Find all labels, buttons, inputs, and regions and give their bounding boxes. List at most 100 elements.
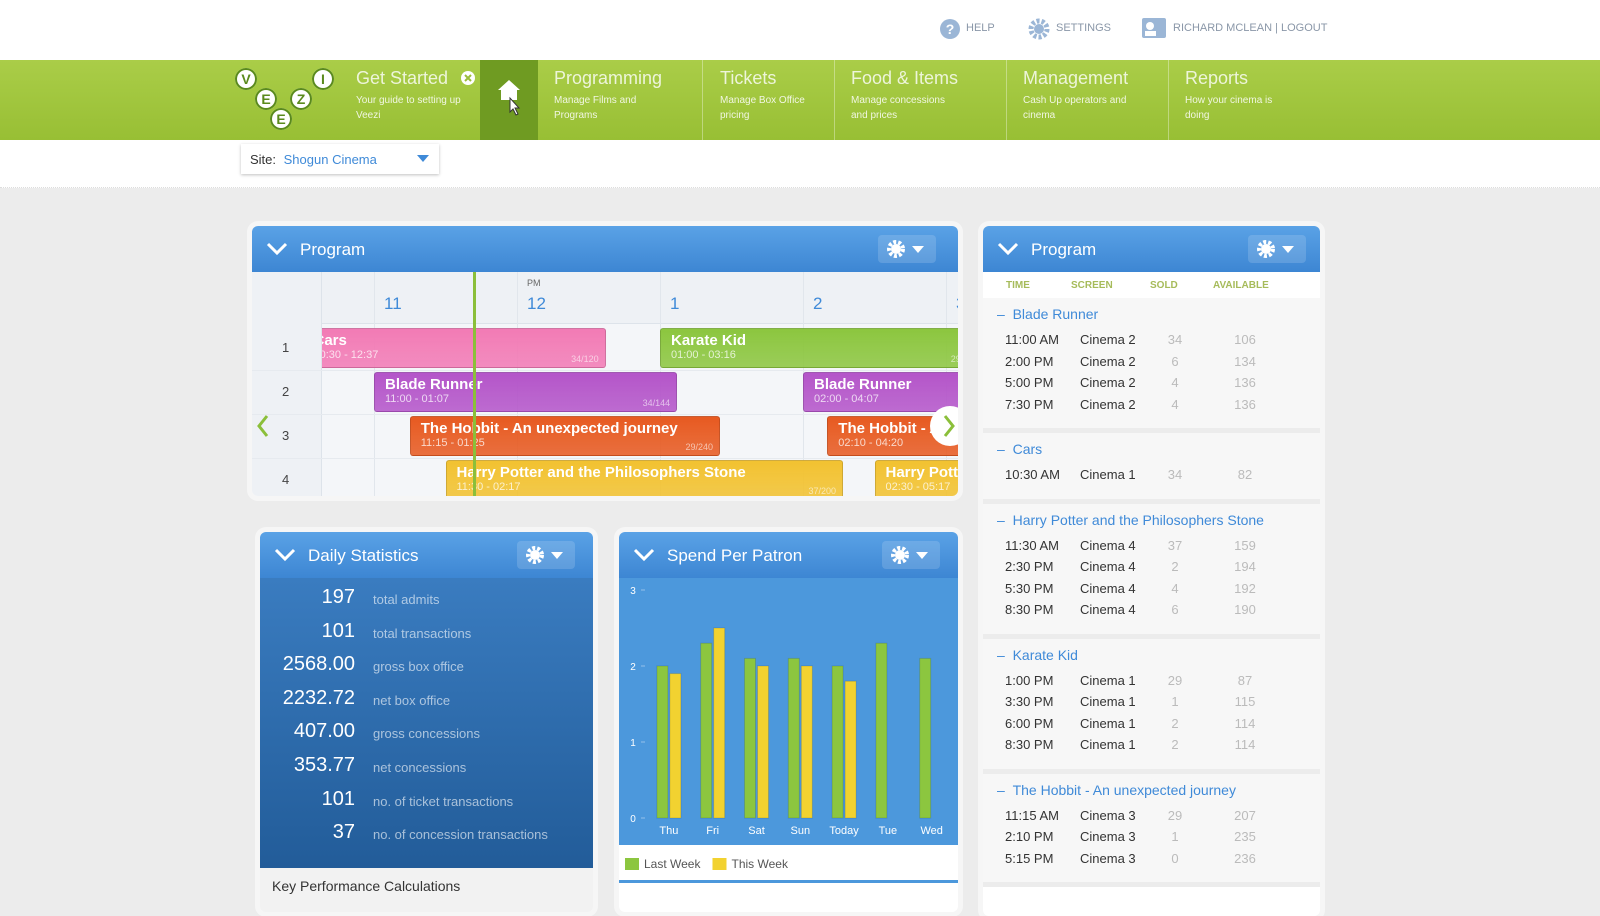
help-icon[interactable]: ? <box>938 17 962 41</box>
program-event[interactable]: Blade Runner 11:00 - 01:07 34/144 <box>374 372 678 412</box>
showing-screen: Cinema 3 <box>1080 850 1136 866</box>
nav-title: Reports <box>1185 68 1249 88</box>
event-title: Harry Potter and the Philosophers Stone <box>456 464 746 481</box>
stat-label: gross concessions <box>373 726 480 742</box>
gear-button[interactable] <box>878 235 936 263</box>
showing-screen: Cinema 1 <box>1080 694 1136 709</box>
film-title: Cars <box>1012 441 1043 457</box>
film-name[interactable]: – Harry Potter and the Philosophers Ston… <box>997 511 1264 528</box>
collapse-button[interactable] <box>274 544 296 566</box>
showing-row: 2:00 PM Cinema 2 6 134 <box>983 354 1320 376</box>
close-get-started[interactable] <box>460 70 476 86</box>
x-tick-label: Tue <box>879 825 898 837</box>
nav-title: Programming <box>554 68 663 88</box>
kpi-heading: Key Performance Calculations <box>272 878 461 894</box>
settings-icon[interactable] <box>1028 18 1050 40</box>
event-time: 10:30 - 12:37 <box>322 349 379 361</box>
hour-label: 2 <box>813 294 823 313</box>
stat-value: 101 <box>321 787 355 810</box>
stat-row: 101 total transactions <box>260 620 593 654</box>
film-name[interactable]: – The Hobbit - An unexpected journey <box>997 781 1236 798</box>
collapse-button[interactable] <box>633 544 655 566</box>
collapse-button[interactable] <box>997 238 1019 260</box>
column-header: TIME <box>1006 280 1030 291</box>
program-event[interactable]: Harry Potter and the Philosophers Stone 1… <box>445 460 844 496</box>
film-name[interactable]: – Blade Runner <box>997 306 1099 322</box>
chart: 0 1 2 3 Thu Fri Sat Sun Today Tue Wed Last Week This… <box>619 578 958 883</box>
row-divider <box>252 414 958 415</box>
settings-link[interactable]: SETTINGS <box>1056 22 1112 34</box>
bar <box>844 680 857 819</box>
showing-screen: Cinema 2 <box>1080 375 1136 390</box>
nav-item[interactable]: Tickets Manage Box Office pricing <box>704 60 835 140</box>
gear-icon <box>891 546 928 564</box>
stat-value: 407.00 <box>293 720 355 743</box>
nav-subtitle: Manage Box Office pricing <box>720 95 805 121</box>
legend-label: Last Week <box>644 857 701 871</box>
showing-available: 106 <box>1234 332 1256 347</box>
showing-sold: 1 <box>1171 829 1179 844</box>
collapse-button[interactable] <box>266 238 288 260</box>
film-group: – Cars 10:30 AM Cinema 1 34 82 <box>983 433 1320 504</box>
gear-button[interactable] <box>517 541 575 569</box>
logo-letter: I <box>312 68 334 90</box>
stat-row: 353.77 net concessions <box>260 754 593 788</box>
nav-item[interactable]: Reports How your cinema is doing <box>1169 60 1309 140</box>
scroll-left[interactable] <box>252 404 278 448</box>
event-title: Karate Kid <box>671 332 747 349</box>
showing-time: 3:30 PM <box>1005 694 1054 709</box>
program-event[interactable]: The Hobbit - An unexpected journey 11:15 … <box>409 416 721 456</box>
film-group: – The Hobbit - An unexpected journey 11:1… <box>983 774 1320 887</box>
site-selector[interactable]: Site: Shogun Cinema <box>241 144 439 174</box>
showing-time: 1:00 PM <box>1005 672 1054 688</box>
showing-sold: 34 <box>1167 467 1183 482</box>
hour-label: 11 <box>384 294 402 313</box>
showing-screen: Cinema 2 <box>1080 353 1136 369</box>
event-title: Blade Runner <box>814 376 912 393</box>
showing-row: 11:30 AM Cinema 4 37 159 <box>983 538 1320 560</box>
program-event[interactable]: Harry Potter and the Philosophers Stone0… <box>874 460 958 496</box>
showing-time: 2:10 PM <box>1005 829 1054 844</box>
site-label: Site: <box>250 152 277 167</box>
showing-row: 5:30 PM Cinema 4 4 192 <box>983 581 1320 603</box>
help-link[interactable]: HELP <box>966 22 995 34</box>
showing-time: 5:00 PM <box>1005 375 1054 390</box>
gear-button[interactable] <box>1248 235 1306 263</box>
showing-row: 5:15 PM Cinema 3 0 236 <box>983 851 1320 873</box>
nav-item[interactable]: Management Cash Up operators and cinema <box>1007 60 1169 140</box>
program-event[interactable]: Blade Runner 02:00 - 04:07 <box>803 372 958 412</box>
showing-available: 134 <box>1234 353 1256 369</box>
stat-row: 2232.72 net box office <box>260 687 593 721</box>
screen-label: 1 <box>282 340 290 355</box>
showing-available: 82 <box>1237 467 1253 482</box>
scroll-right[interactable] <box>928 404 958 448</box>
film-title: Blade Runner <box>1012 306 1099 322</box>
row-divider <box>252 458 958 459</box>
stat-value: 353.77 <box>293 754 355 776</box>
panel-title: Daily Statistics <box>308 546 419 565</box>
nav-item[interactable]: Programming Manage Films and Programs <box>538 60 703 140</box>
showing-sold: 2 <box>1171 559 1179 574</box>
stat-row: 197 total admits <box>260 586 593 620</box>
showing-screen: Cinema 1 <box>1080 715 1136 731</box>
stat-row: 37 no. of concession transactions <box>260 821 593 855</box>
gear-button[interactable] <box>882 541 940 569</box>
logo-letter: E <box>255 88 277 110</box>
film-name[interactable]: – Karate Kid <box>997 646 1078 663</box>
stat-label: no. of concession transactions <box>373 827 548 843</box>
legend-swatch <box>712 858 727 870</box>
film-group: – Harry Potter and the Philosophers Ston… <box>983 504 1320 639</box>
showing-available: 235 <box>1234 829 1256 844</box>
showing-time: 7:30 PM <box>1005 396 1054 412</box>
nav-item[interactable]: Food & Items Manage concessions and price… <box>835 60 1007 140</box>
nav-item[interactable]: Get Started Your guide to setting up Veez… <box>340 60 480 140</box>
film-name[interactable]: – Cars <box>997 441 1043 457</box>
showing-sold: 29 <box>1167 807 1183 823</box>
event-time: 11:15 - 01:25 <box>420 437 485 449</box>
showing-time: 8:30 PM <box>1005 737 1054 752</box>
user-logout[interactable]: RICHARD MCLEAN | LOGOUT <box>1173 22 1328 34</box>
stat-label: total transactions <box>373 625 472 641</box>
home-button[interactable] <box>480 60 538 140</box>
